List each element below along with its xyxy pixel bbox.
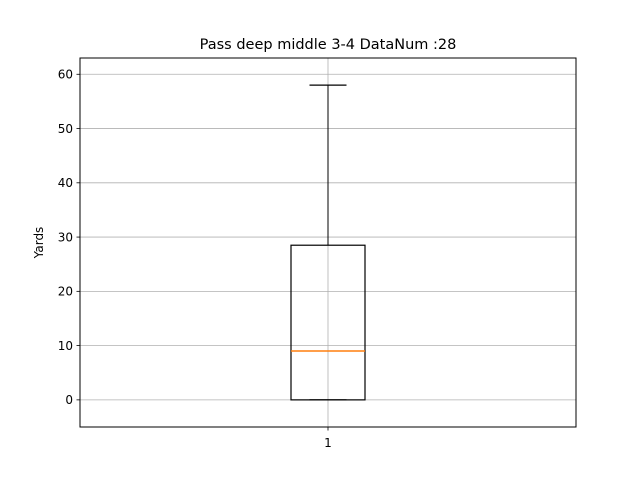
x-tick-label: 1 [324, 436, 332, 450]
y-tick-label: 30 [58, 230, 73, 244]
y-tick-label: 10 [58, 339, 73, 353]
chart-title: Pass deep middle 3-4 DataNum :28 [200, 37, 457, 53]
y-tick-label: 20 [58, 285, 73, 299]
y-axis-ticks: 0 10 20 30 40 50 60 [58, 68, 80, 407]
y-tick-label: 60 [58, 68, 73, 82]
iqr-box [290, 244, 366, 401]
box-layer [290, 84, 366, 401]
x-axis-ticks: 1 [324, 427, 332, 450]
y-tick-label: 0 [65, 393, 73, 407]
y-tick-label: 50 [58, 122, 73, 136]
y-tick-label: 40 [58, 176, 73, 190]
y-axis-label: Yards [32, 227, 46, 260]
